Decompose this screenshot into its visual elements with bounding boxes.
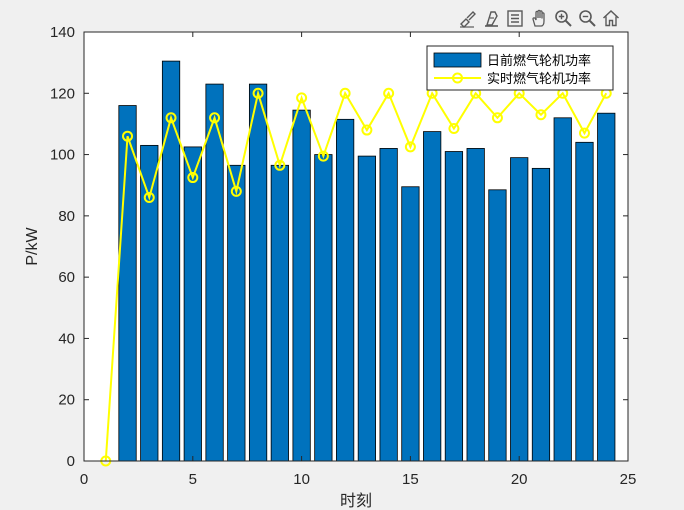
bar bbox=[336, 118, 355, 462]
pan-hand-icon bbox=[532, 9, 545, 27]
bar bbox=[357, 155, 376, 462]
y-tick-label: 0 bbox=[67, 453, 75, 470]
y-tick-label: 120 bbox=[50, 85, 75, 102]
x-tick-label: 25 bbox=[620, 471, 637, 488]
bar bbox=[597, 112, 616, 462]
bar bbox=[248, 83, 268, 462]
y-tick-label: 40 bbox=[58, 330, 75, 347]
home-button[interactable] bbox=[600, 7, 622, 29]
x-tick-label: 10 bbox=[293, 471, 310, 488]
zoom-in-icon bbox=[555, 10, 572, 27]
line-point bbox=[252, 87, 264, 99]
bar bbox=[292, 109, 311, 462]
line-point bbox=[143, 191, 155, 203]
line-point bbox=[535, 109, 547, 121]
line-point bbox=[209, 112, 221, 124]
x-axis-label: 时刻 bbox=[340, 492, 372, 510]
y-tick-label: 80 bbox=[58, 208, 75, 225]
bar bbox=[183, 146, 202, 462]
legend-toggle-icon bbox=[507, 10, 523, 27]
x-tick-label: 15 bbox=[402, 471, 419, 488]
bar bbox=[314, 154, 333, 462]
legend-swatch-bar bbox=[433, 52, 482, 68]
x-tick-label: 0 bbox=[80, 471, 88, 488]
line-point bbox=[274, 159, 286, 171]
x-tick-label: 5 bbox=[189, 471, 197, 488]
x-tick-label: 20 bbox=[511, 471, 528, 488]
brush-button[interactable] bbox=[456, 7, 478, 29]
zoom-out-icon bbox=[579, 10, 596, 27]
bar bbox=[423, 131, 442, 462]
datatip-icon bbox=[485, 11, 498, 27]
y-tick-label: 60 bbox=[58, 269, 75, 286]
brush-icon bbox=[460, 11, 476, 28]
bar bbox=[444, 151, 464, 462]
bar bbox=[401, 186, 420, 462]
line-point bbox=[448, 123, 460, 135]
line-point bbox=[404, 141, 416, 153]
legend-toggle-button[interactable] bbox=[504, 7, 526, 29]
bar bbox=[227, 164, 246, 462]
line-point bbox=[296, 92, 308, 104]
line-point bbox=[230, 185, 242, 197]
y-tick-label: 20 bbox=[58, 392, 75, 409]
bar bbox=[531, 167, 551, 462]
line-point bbox=[165, 112, 177, 124]
axes-box bbox=[83, 31, 629, 462]
pan-hand-button[interactable] bbox=[528, 7, 550, 29]
line-point bbox=[578, 127, 590, 139]
bar bbox=[488, 189, 507, 462]
bar bbox=[466, 148, 485, 462]
bar bbox=[575, 141, 594, 462]
line-point bbox=[491, 112, 503, 124]
line-point bbox=[361, 124, 373, 136]
zoom-out-button[interactable] bbox=[576, 7, 598, 29]
bar bbox=[270, 164, 289, 462]
datatip-button[interactable] bbox=[480, 7, 502, 29]
line-point bbox=[122, 130, 134, 142]
bar bbox=[510, 157, 529, 462]
zoom-in-button[interactable] bbox=[552, 7, 574, 29]
legend-swatch-marker bbox=[452, 72, 463, 84]
bar bbox=[118, 105, 137, 462]
line-point bbox=[383, 87, 395, 99]
legend-label: 日前燃气轮机功率 bbox=[487, 53, 591, 69]
y-tick-label: 140 bbox=[50, 24, 75, 41]
figure-toolbar bbox=[456, 7, 622, 29]
home-icon bbox=[602, 9, 620, 27]
line-point bbox=[317, 150, 329, 162]
legend-label: 实时燃气轮机功率 bbox=[487, 71, 591, 87]
line-point bbox=[187, 172, 199, 184]
bar bbox=[379, 148, 398, 462]
line-point bbox=[339, 87, 351, 99]
y-tick-label: 100 bbox=[50, 147, 75, 164]
bar bbox=[553, 117, 572, 462]
y-axis-label: P/kW bbox=[24, 226, 41, 265]
